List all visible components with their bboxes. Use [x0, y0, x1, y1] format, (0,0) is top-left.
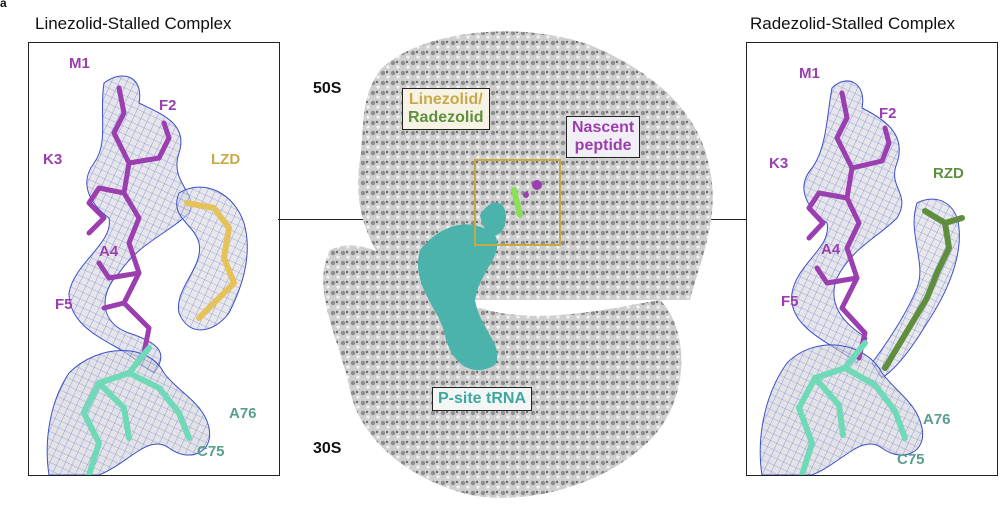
trna-label: P-site tRNA: [432, 387, 533, 411]
left-panel: M1 F2 K3 A4 F5 LZD A76 C75: [28, 42, 280, 476]
drug-label-line2: Radezolid: [408, 109, 484, 126]
left-residue-m1: M1: [69, 55, 90, 72]
figure-letter: a: [0, 0, 7, 10]
large-subunit-density: [358, 31, 713, 301]
right-drug-label: RZD: [933, 165, 964, 182]
right-residue-m1: M1: [799, 65, 820, 82]
right-residue-f5: F5: [781, 293, 799, 310]
left-nucleotide-c75: C75: [197, 443, 225, 460]
left-drug-label: LZD: [211, 151, 241, 168]
label-50s: 50S: [313, 80, 342, 97]
left-nucleotide-a76: A76: [229, 405, 257, 422]
drug-site-box: [474, 159, 561, 246]
right-residue-a4: A4: [821, 241, 841, 258]
drug-site-label: Linezolid/ Radezolid: [402, 88, 490, 130]
lzd-sticks: [184, 200, 237, 321]
left-density-illustration: [46, 75, 248, 475]
trna-sticks: [796, 340, 908, 475]
trna-surface: [417, 224, 498, 371]
label-30s: 30S: [313, 440, 342, 457]
peptide-sticks: [86, 85, 172, 356]
rzd-sticks: [882, 208, 965, 371]
drug-label-line1: Linezolid/: [408, 91, 483, 108]
right-panel-title: Radezolid-Stalled Complex: [750, 14, 956, 33]
peptide-label-line2: peptide: [574, 137, 632, 154]
right-residue-k3: K3: [769, 155, 789, 172]
right-residue-f2: F2: [879, 105, 897, 122]
trna-sticks: [81, 345, 192, 475]
right-nucleotide-a76: A76: [923, 411, 951, 428]
left-panel-title: Linezolid-Stalled Complex: [35, 14, 232, 33]
right-panel: M1 F2 K3 A4 F5 RZD A76 C75: [746, 42, 998, 476]
peptide-sticks: [806, 90, 892, 361]
right-nucleotide-c75: C75: [897, 451, 925, 468]
right-connector-line: [560, 219, 748, 220]
peptide-label-line1: Nascent: [572, 119, 635, 136]
left-connector-line: [278, 219, 475, 220]
right-density-illustration: [759, 80, 965, 475]
small-subunit-density: [323, 245, 682, 498]
left-residue-f2: F2: [159, 97, 177, 114]
left-residue-k3: K3: [43, 151, 63, 168]
nascent-peptide-label: Nascent peptide: [566, 116, 641, 158]
left-residue-f5: F5: [55, 296, 73, 313]
left-residue-a4: A4: [99, 243, 119, 260]
